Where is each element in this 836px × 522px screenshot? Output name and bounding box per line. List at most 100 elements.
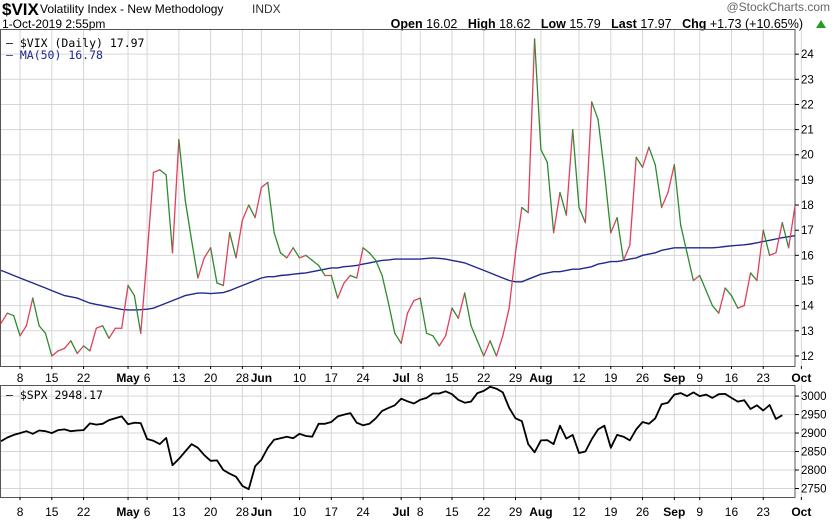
chg-label: Chg — [682, 17, 707, 31]
vix-segment-109 — [686, 252, 695, 282]
vix-segment-118 — [743, 272, 752, 307]
vix-segment-83 — [521, 206, 529, 214]
vix-segment-68 — [425, 332, 434, 337]
ytick-label-spx-2850: 2850 — [801, 447, 827, 459]
vix-segment-76 — [476, 340, 485, 357]
vix-segment-66 — [413, 297, 421, 302]
vix-segment-98 — [616, 216, 625, 262]
legend-ma-text: MA(50) 16.78 — [20, 48, 103, 62]
vix-segment-117 — [737, 304, 745, 309]
vix-segment-95 — [597, 118, 606, 174]
vix-segment-37 — [229, 232, 237, 259]
vix-segment-17 — [101, 325, 110, 339]
vix-segment-25 — [152, 169, 161, 174]
ytick-label-vix-13: 13 — [801, 326, 814, 338]
vix-segment-31 — [190, 239, 199, 279]
y-axis-ticks: 12 13 14 15 16 17 18 19 20 21 22 23 24 2750 2800 2850 29… — [795, 49, 827, 495]
vix-segment-63 — [394, 332, 402, 345]
xtick-label-bottom-2: 22 — [77, 505, 91, 519]
vix-segment-54 — [337, 282, 345, 299]
vix-segment-56 — [349, 274, 358, 279]
xtick-label-top-14: 15 — [445, 371, 459, 385]
vix-segment-32 — [197, 257, 205, 279]
xtick-label-top-8: Jun — [251, 371, 272, 385]
vix-segment-90 — [565, 128, 574, 216]
vix-segment-110 — [692, 274, 701, 282]
vix-segment-87 — [546, 161, 555, 234]
vix-segment-23 — [140, 254, 148, 334]
vix-segment-44 — [273, 232, 282, 254]
last-label: Last — [611, 17, 637, 31]
vix-segment-70 — [438, 335, 447, 347]
vix-segment-102 — [641, 146, 650, 168]
vix-segment-119 — [749, 272, 758, 282]
vix-segment-27 — [165, 174, 174, 254]
xtick-label-bottom-20: 26 — [636, 505, 650, 519]
ytick-label-vix-17: 17 — [801, 225, 814, 237]
xtick-label-top-20: 26 — [636, 371, 650, 385]
ma50-series — [0, 235, 796, 311]
vix-segment-73 — [457, 292, 466, 319]
panel-frame-top — [0, 29, 796, 367]
vix-segment-114 — [718, 287, 726, 314]
xtick-label-bottom-19: 19 — [604, 505, 618, 519]
open-label: Open — [390, 17, 423, 31]
ytick-label-vix-24: 24 — [801, 49, 814, 61]
vix-segment-53 — [330, 274, 339, 299]
vix-segment-69 — [432, 335, 440, 347]
vix-segment-48 — [298, 254, 307, 259]
vix-segment-75 — [470, 325, 479, 342]
xtick-label-top-22: 9 — [696, 371, 703, 385]
xtick-label-top-13: 8 — [417, 371, 424, 385]
vix-segment-79 — [495, 335, 504, 357]
vix-segment-4 — [19, 325, 28, 337]
xtick-label-bottom-13: 8 — [417, 505, 424, 519]
vix-segment-89 — [559, 191, 567, 216]
ytick-label-vix-21: 21 — [801, 125, 814, 137]
vix-segment-5 — [25, 297, 34, 327]
vix-segment-43 — [267, 181, 275, 234]
vix-segment-64 — [400, 312, 409, 345]
ytick-label-vix-18: 18 — [801, 200, 814, 212]
vix-segment-121 — [762, 229, 771, 256]
vix-segment-74 — [464, 292, 472, 327]
xtick-label-bottom-18: 12 — [572, 505, 586, 519]
xtick-label-top-15: 22 — [477, 371, 491, 385]
xtick-label-bottom-22: 9 — [696, 505, 703, 519]
vix-segment-96 — [603, 171, 612, 234]
xtick-label-bottom-17: Aug — [529, 505, 552, 519]
vix-segment-85 — [533, 38, 542, 151]
spx-series — [0, 385, 783, 491]
vix-segment-45 — [279, 252, 288, 259]
vix-segment-12 — [70, 340, 78, 355]
xtick-label-top-5: 13 — [172, 371, 186, 385]
low-value: 15.79 — [569, 17, 601, 31]
vix-segment-41 — [254, 186, 263, 219]
legend-vix-dash: — — [6, 36, 20, 50]
xtick-label-bottom-21: Sep — [663, 505, 685, 519]
exchange-label: INDX — [252, 2, 281, 16]
xtick-label-bottom-12: Jul — [393, 505, 410, 519]
xtick-label-bottom-16: 29 — [509, 505, 523, 519]
xtick-label-top-17: Aug — [529, 371, 552, 385]
xtick-label-top-24: 23 — [757, 371, 771, 385]
xtick-label-bottom-10: 17 — [325, 505, 339, 519]
vix-segment-104 — [654, 164, 663, 209]
vix-segment-97 — [610, 216, 618, 234]
vix-segment-108 — [680, 224, 688, 254]
vix-segment-122 — [768, 252, 777, 256]
spx-line — [0, 385, 783, 491]
vix-segment-3 — [13, 315, 21, 337]
ytick-label-vix-16: 16 — [801, 250, 814, 262]
legend-vix-text: $VIX (Daily) 17.97 — [20, 36, 145, 50]
vix-segment-71 — [444, 307, 453, 337]
ytick-label-spx-2950: 2950 — [801, 410, 827, 422]
grid-lines — [0, 29, 802, 497]
vix-line — [0, 38, 796, 357]
vix-segment-24 — [146, 171, 155, 256]
xtick-label-top-7: 28 — [236, 371, 250, 385]
xtick-label-top-25: Oct — [791, 371, 811, 385]
vix-segment-113 — [711, 304, 720, 314]
ytick-label-vix-23: 23 — [801, 74, 814, 86]
